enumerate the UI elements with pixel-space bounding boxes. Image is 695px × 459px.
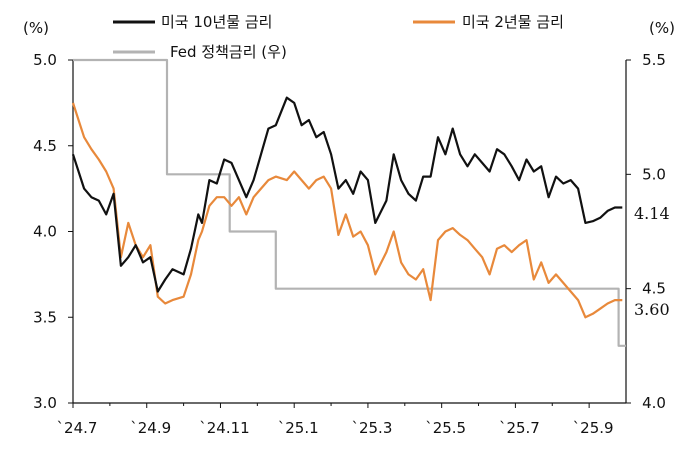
right-tick-label: 4.0 xyxy=(642,394,666,412)
left-tick-label: 3.5 xyxy=(33,308,57,326)
right-tick-label: 4.5 xyxy=(642,280,666,298)
x-tick-label: `24.11 xyxy=(199,419,249,437)
legend-label-10y: 미국 10년물 금리 xyxy=(161,13,272,31)
series-line-ten-year xyxy=(71,96,623,293)
x-axis-ticks: `24.7 `24.9 `24.11 `25.1 `25.3 `25.5 `25.7 `25.… xyxy=(57,403,614,437)
right-tick-label: 5.0 xyxy=(642,165,666,183)
x-tick-label: `25.3 xyxy=(351,419,392,437)
legend-label-2y: 미국 2년물 금리 xyxy=(462,13,564,31)
x-tick-label: `25.5 xyxy=(425,419,466,437)
right-tick-label: 5.5 xyxy=(642,51,666,69)
x-tick-label: `25.7 xyxy=(499,419,540,437)
x-tick-label: `25.1 xyxy=(278,419,319,437)
x-tick-label: `24.7 xyxy=(57,419,98,437)
end-label-2y: 3.60 xyxy=(634,300,670,319)
end-label-10y: 4.14 xyxy=(634,204,670,223)
left-unit-label: (%) xyxy=(23,19,49,37)
left-axis-ticks: 3.0 3.5 4.0 4.5 5.0 xyxy=(33,51,73,412)
x-tick-label: `25.9 xyxy=(573,419,614,437)
left-tick-label: 4.0 xyxy=(33,223,57,241)
right-axis-ticks: 4.0 4.5 5.0 5.5 xyxy=(626,51,666,412)
left-tick-label: 3.0 xyxy=(33,394,57,412)
legend: 미국 10년물 금리 미국 2년물 금리 Fed 정책금리 (우) xyxy=(113,13,564,61)
right-unit-label: (%) xyxy=(649,19,675,37)
legend-label-fed: Fed 정책금리 (우) xyxy=(170,43,287,61)
series-line-two-year xyxy=(71,102,623,319)
series-line-fed-policy xyxy=(73,58,626,347)
series-layer xyxy=(71,58,626,347)
left-tick-label: 4.5 xyxy=(33,137,57,155)
left-tick-label: 5.0 xyxy=(33,51,57,69)
x-tick-label: `24.9 xyxy=(130,419,171,437)
